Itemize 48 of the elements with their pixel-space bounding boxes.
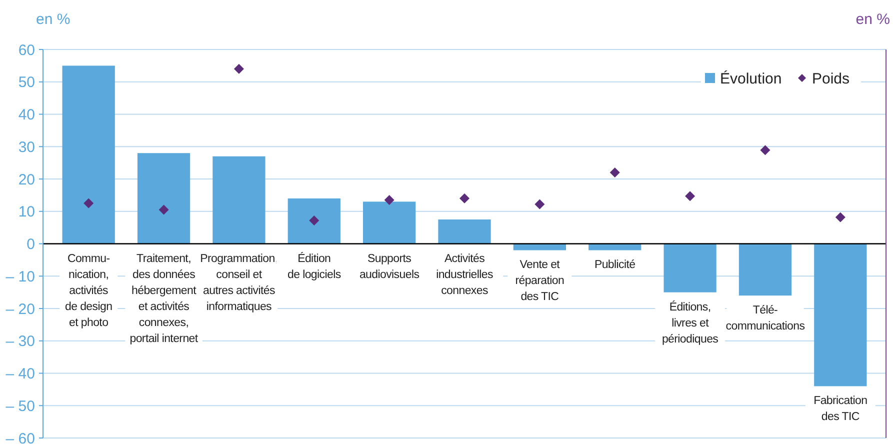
y-tick-label: 0 [26, 236, 35, 253]
x-tick-label: Supports audiovisuels [359, 252, 420, 281]
x-tick-label: Fabrication des TIC [814, 395, 868, 424]
point [835, 212, 846, 222]
point [309, 215, 320, 226]
point [158, 204, 169, 215]
y-tick-label: 30 [18, 138, 35, 156]
y-tick-label: 40 [18, 106, 35, 124]
bar [212, 156, 266, 244]
legend-label: Évolution [720, 69, 782, 88]
point [760, 145, 770, 156]
y-tick-label: – 60 [6, 430, 35, 448]
bar [137, 153, 190, 244]
point [460, 193, 470, 204]
bar [664, 244, 716, 292]
y-tick-label: 20 [18, 171, 35, 188]
point [685, 191, 696, 202]
point [384, 195, 394, 206]
x-tick-label: Activités industrielles connexes [436, 252, 494, 297]
x-tick-label: Programmation, conseil et autres activités informatiques [200, 252, 278, 313]
x-tick-label: Commu- nication, activités de design et photo [64, 252, 112, 329]
y2-axis-title: en % [856, 11, 890, 28]
legend-label: Poids [812, 70, 850, 88]
y-tick-label: 50 [18, 74, 35, 92]
y-tick-label: 10 [18, 204, 35, 221]
x-tick-label: Éditions, livres et périodiques [662, 300, 719, 346]
y-tick-label: – 40 [6, 366, 35, 382]
y-tick-label: – 10 [6, 268, 35, 286]
y-tick-label: 60 [18, 42, 35, 59]
bar [288, 198, 340, 244]
x-tick-label: Traitement, des données hébergement et activités connexes, portail internet [130, 252, 199, 345]
y-tick-label: – 50 [6, 398, 35, 415]
x-tick-label: Publicité [594, 259, 636, 272]
x-tick-label: Vente et réparation des TIC [515, 259, 564, 304]
y-tick-label: – 20 [6, 300, 35, 318]
y-tick-label: – 30 [6, 333, 35, 350]
bar [438, 219, 491, 244]
point [610, 168, 620, 178]
bar [62, 66, 115, 244]
bar [738, 244, 792, 296]
bar [363, 202, 416, 244]
point [534, 199, 545, 210]
point [84, 198, 94, 208]
point [234, 64, 244, 74]
bar [814, 244, 867, 386]
x-tick-label: Télé- communications [726, 304, 806, 333]
y-axis-title: en % [36, 11, 70, 28]
x-tick-label: Édition de logiciels [287, 252, 342, 281]
